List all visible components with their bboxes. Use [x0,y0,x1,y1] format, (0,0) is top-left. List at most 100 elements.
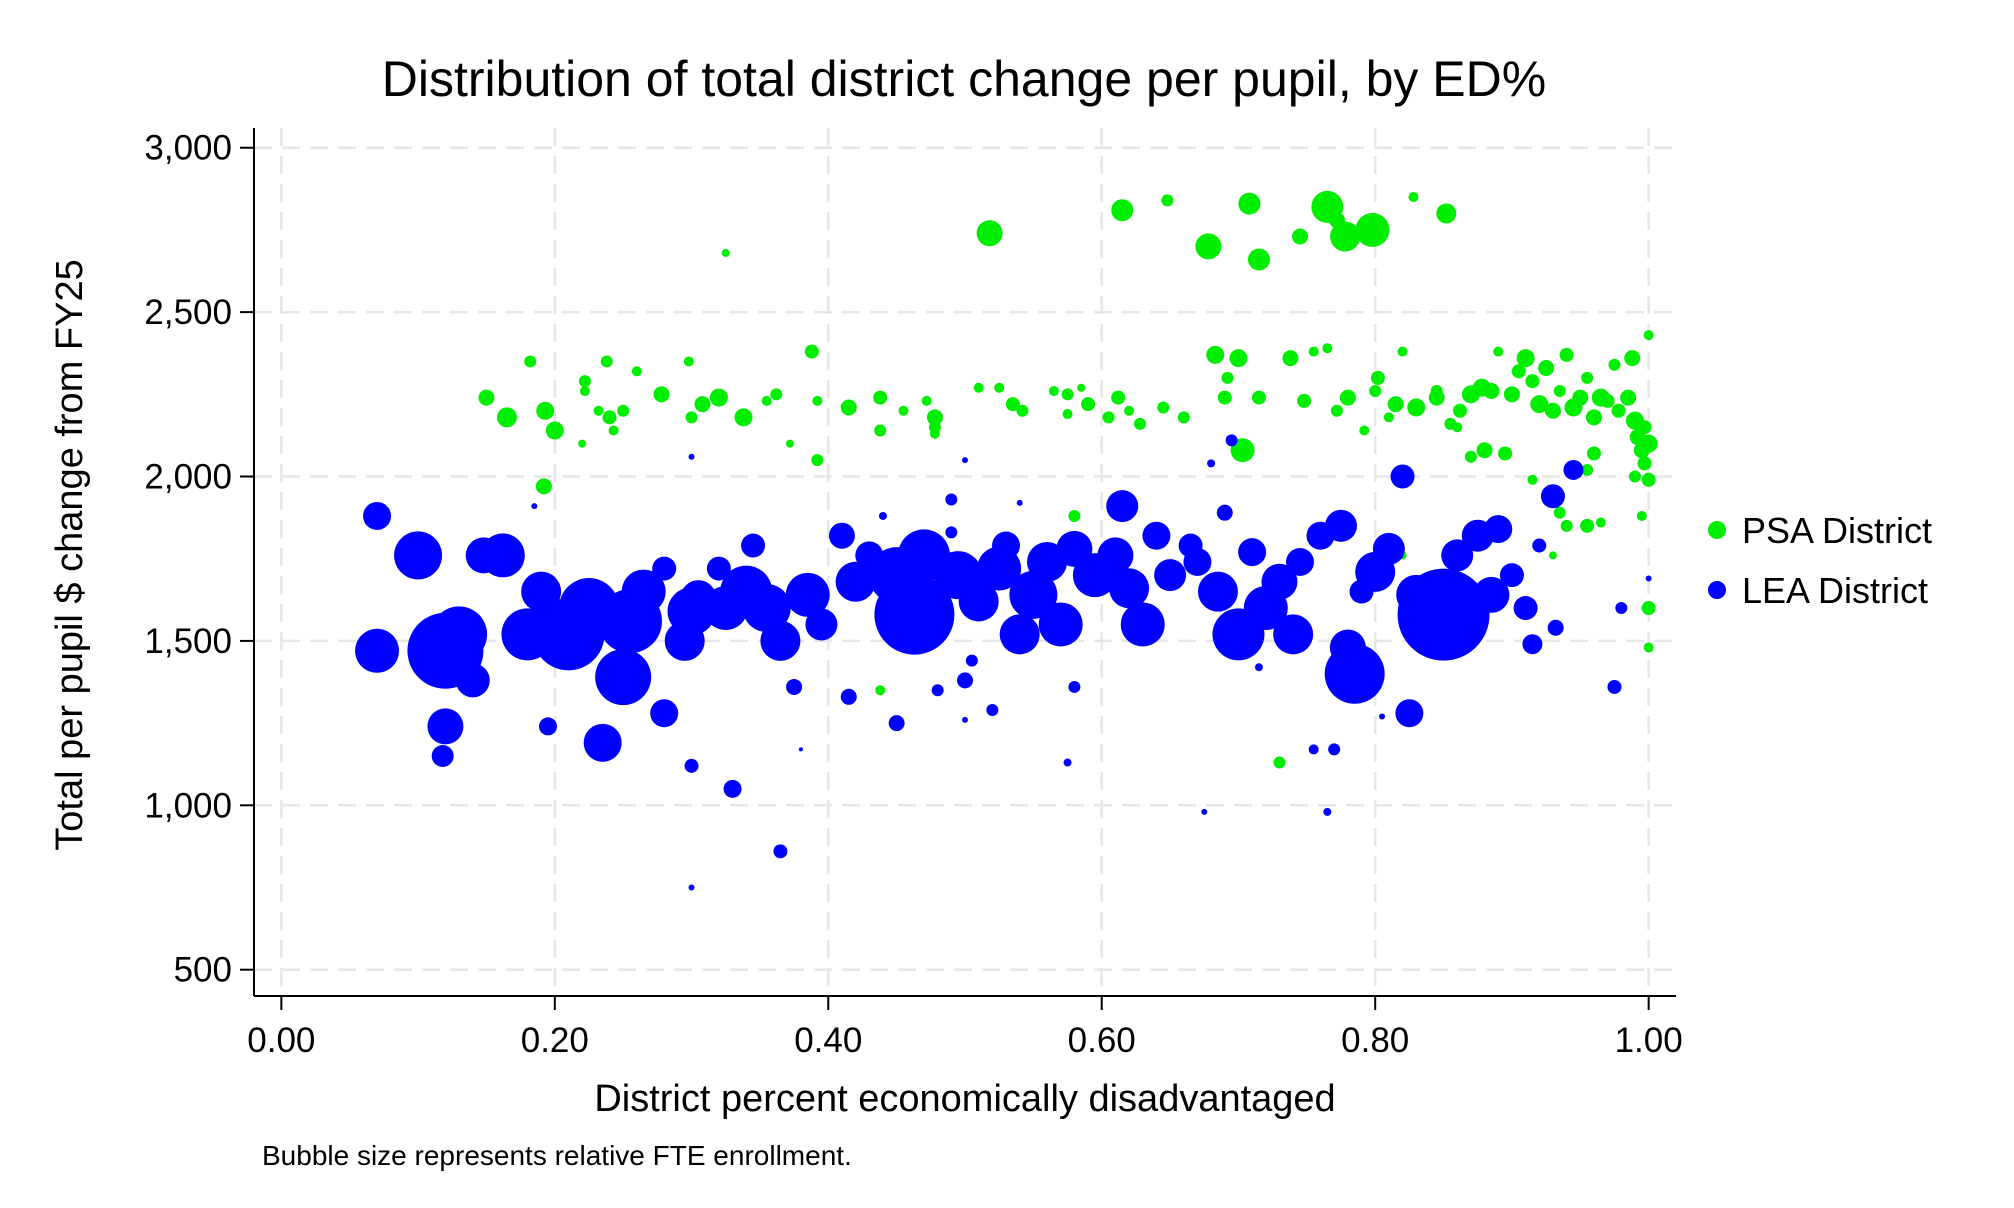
data-point [1261,563,1298,600]
data-point [999,614,1040,655]
data-point [1216,504,1233,521]
data-point [1229,349,1248,368]
data-point [958,581,999,622]
data-point [1016,404,1029,417]
data-point [1387,396,1404,413]
data-point [1396,574,1437,615]
data-point [1553,385,1566,398]
data-point [1484,515,1513,544]
data-point [721,248,730,257]
data-point [1273,756,1286,769]
data-point [931,684,944,697]
data-point [1178,533,1203,558]
data-point [1559,347,1574,362]
data-point [538,717,557,736]
data-point [1306,521,1335,550]
x-tick-label: 1.00 [1615,1021,1683,1060]
data-point [1225,434,1238,447]
data-point [786,678,803,695]
data-point [1585,409,1602,426]
data-point [1452,422,1463,433]
axes-layer: 0.00 0.20 0.40 0.60 0.80 1.00 500 1,000 1,500 2,0… [144,128,1683,1060]
data-point [1102,411,1115,424]
data-point [1641,472,1656,487]
data-point [1330,221,1361,252]
data-point [1154,559,1187,592]
y-tick-label: 1,000 [144,786,232,825]
data-point [1544,402,1561,419]
data-point [1538,360,1555,377]
data-point [531,503,538,510]
data-point [1441,539,1474,572]
data-point [1009,570,1058,619]
data-point [1516,349,1535,368]
data-point [1221,371,1234,384]
data-point [1195,233,1222,260]
data-point [926,409,943,426]
data-point [1109,568,1150,609]
data-point [1513,596,1538,621]
data-point [1038,602,1083,647]
data-point [394,531,443,580]
data-point [929,428,940,439]
data-point [1285,548,1314,576]
data-point [1308,346,1319,357]
legend-label-psa-district: PSA District [1742,510,1932,551]
data-point [1607,679,1622,694]
data-point [1580,518,1595,533]
data-point [1643,642,1654,653]
data-point [742,584,791,633]
data-point [1062,409,1073,420]
data-point [1056,530,1093,567]
data-point [431,744,454,767]
data-point [1111,199,1134,222]
data-point [1464,450,1477,463]
data-point [1106,490,1139,523]
data-point [363,501,392,530]
data-point [706,556,731,581]
legend-label-lea-district: LEA District [1742,570,1928,611]
data-point [1081,397,1096,412]
data-point [986,703,999,716]
data-point [761,395,772,406]
data-point [1238,192,1261,215]
data-point [1323,807,1332,816]
data-point [1636,510,1647,521]
data-point [1408,192,1419,203]
data-point [1157,401,1170,414]
data-point [976,220,1003,247]
data-point [945,493,958,506]
data-point [1586,446,1601,461]
data-point [1530,395,1549,414]
data-point [962,457,968,464]
data-point [1322,343,1333,354]
data-point [1608,358,1621,371]
data-point [1068,509,1081,522]
data-point [1595,517,1606,528]
data-point [650,699,679,728]
data-point [1207,459,1216,468]
data-point [1527,474,1538,485]
data-point [1161,194,1174,207]
data-point [521,571,562,612]
data-point [1201,808,1208,815]
data-point [840,399,857,416]
data-point [994,382,1005,393]
data-point [684,758,699,773]
data-point [1197,571,1238,612]
data-point [1493,346,1504,357]
data-point [1615,602,1628,615]
data-point [760,620,801,661]
data-point [1645,575,1652,582]
data-point [965,654,978,667]
data-point [1120,602,1165,647]
x-axis-title: District percent economically disadvanta… [594,1078,1335,1120]
data-point [593,405,604,416]
data-point [1473,576,1510,613]
data-point [578,439,587,448]
data-point [1016,499,1023,506]
legend: PSA District LEA District [1708,510,1932,611]
data-point [1308,744,1319,755]
data-point [524,355,537,368]
data-point [812,395,823,406]
